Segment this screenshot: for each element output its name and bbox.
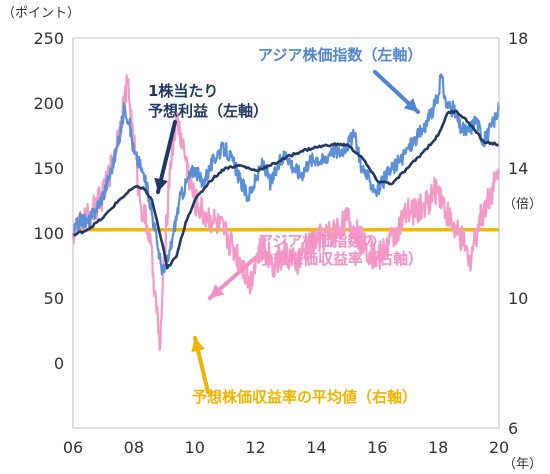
x-tick-label: 14 xyxy=(306,438,326,457)
x-tick-label: 20 xyxy=(489,438,509,457)
left-tick-label: 150 xyxy=(33,159,64,178)
right-tick-label: 14 xyxy=(508,159,528,178)
arrow-eps-head xyxy=(154,177,168,192)
x-tick-label: 18 xyxy=(428,438,448,457)
annotation-per-average: 予想株価収益率の平均値（右軸） xyxy=(192,388,417,406)
annotation-asia-index: アジア株価指数（左軸） xyxy=(258,46,422,64)
plot-frame xyxy=(72,37,500,429)
left-tick-label: 0 xyxy=(54,354,64,373)
annotation-per-line2: 予想株価収益率（右軸） xyxy=(258,250,423,268)
left-tick-label: 200 xyxy=(33,94,64,113)
annotation-eps-line1: 1株当たり xyxy=(148,82,218,100)
annotation-eps-line2: 予想利益（左軸） xyxy=(148,102,268,120)
right-tick-label: 10 xyxy=(508,289,528,308)
plot-lines xyxy=(71,73,501,352)
series-line-asia_index xyxy=(71,73,501,276)
x-tick-label: 12 xyxy=(245,438,265,457)
x-tick-label: 10 xyxy=(185,438,205,457)
arrow-asia-index-head xyxy=(403,98,418,112)
x-tick-label: 16 xyxy=(367,438,387,457)
right-tick-label: 6 xyxy=(508,419,518,438)
left-tick-label: 50 xyxy=(44,289,64,308)
left-tick-label: 100 xyxy=(33,224,64,243)
left-axis-unit: （ポイント） xyxy=(2,6,80,21)
series-line-per xyxy=(71,74,501,352)
left-tick-label: 250 xyxy=(33,29,64,48)
annotation-arrows xyxy=(154,70,420,394)
x-axis-unit: （年） xyxy=(503,457,542,472)
arrow-per-head xyxy=(210,284,225,298)
right-axis-unit: （倍） xyxy=(503,197,542,212)
tick-labels: 250 200 150 100 50 0 18 14 10 6 06 08 10 12 14 16 18 20 xyxy=(33,29,528,457)
annotation-per-line1: アジア株価指数の xyxy=(258,232,377,250)
arrow-per-average-head xyxy=(191,338,205,353)
right-tick-label: 18 xyxy=(508,29,528,48)
series-line-eps xyxy=(72,109,500,270)
x-tick-label: 06 xyxy=(63,438,83,457)
x-tick-label: 08 xyxy=(124,438,144,457)
